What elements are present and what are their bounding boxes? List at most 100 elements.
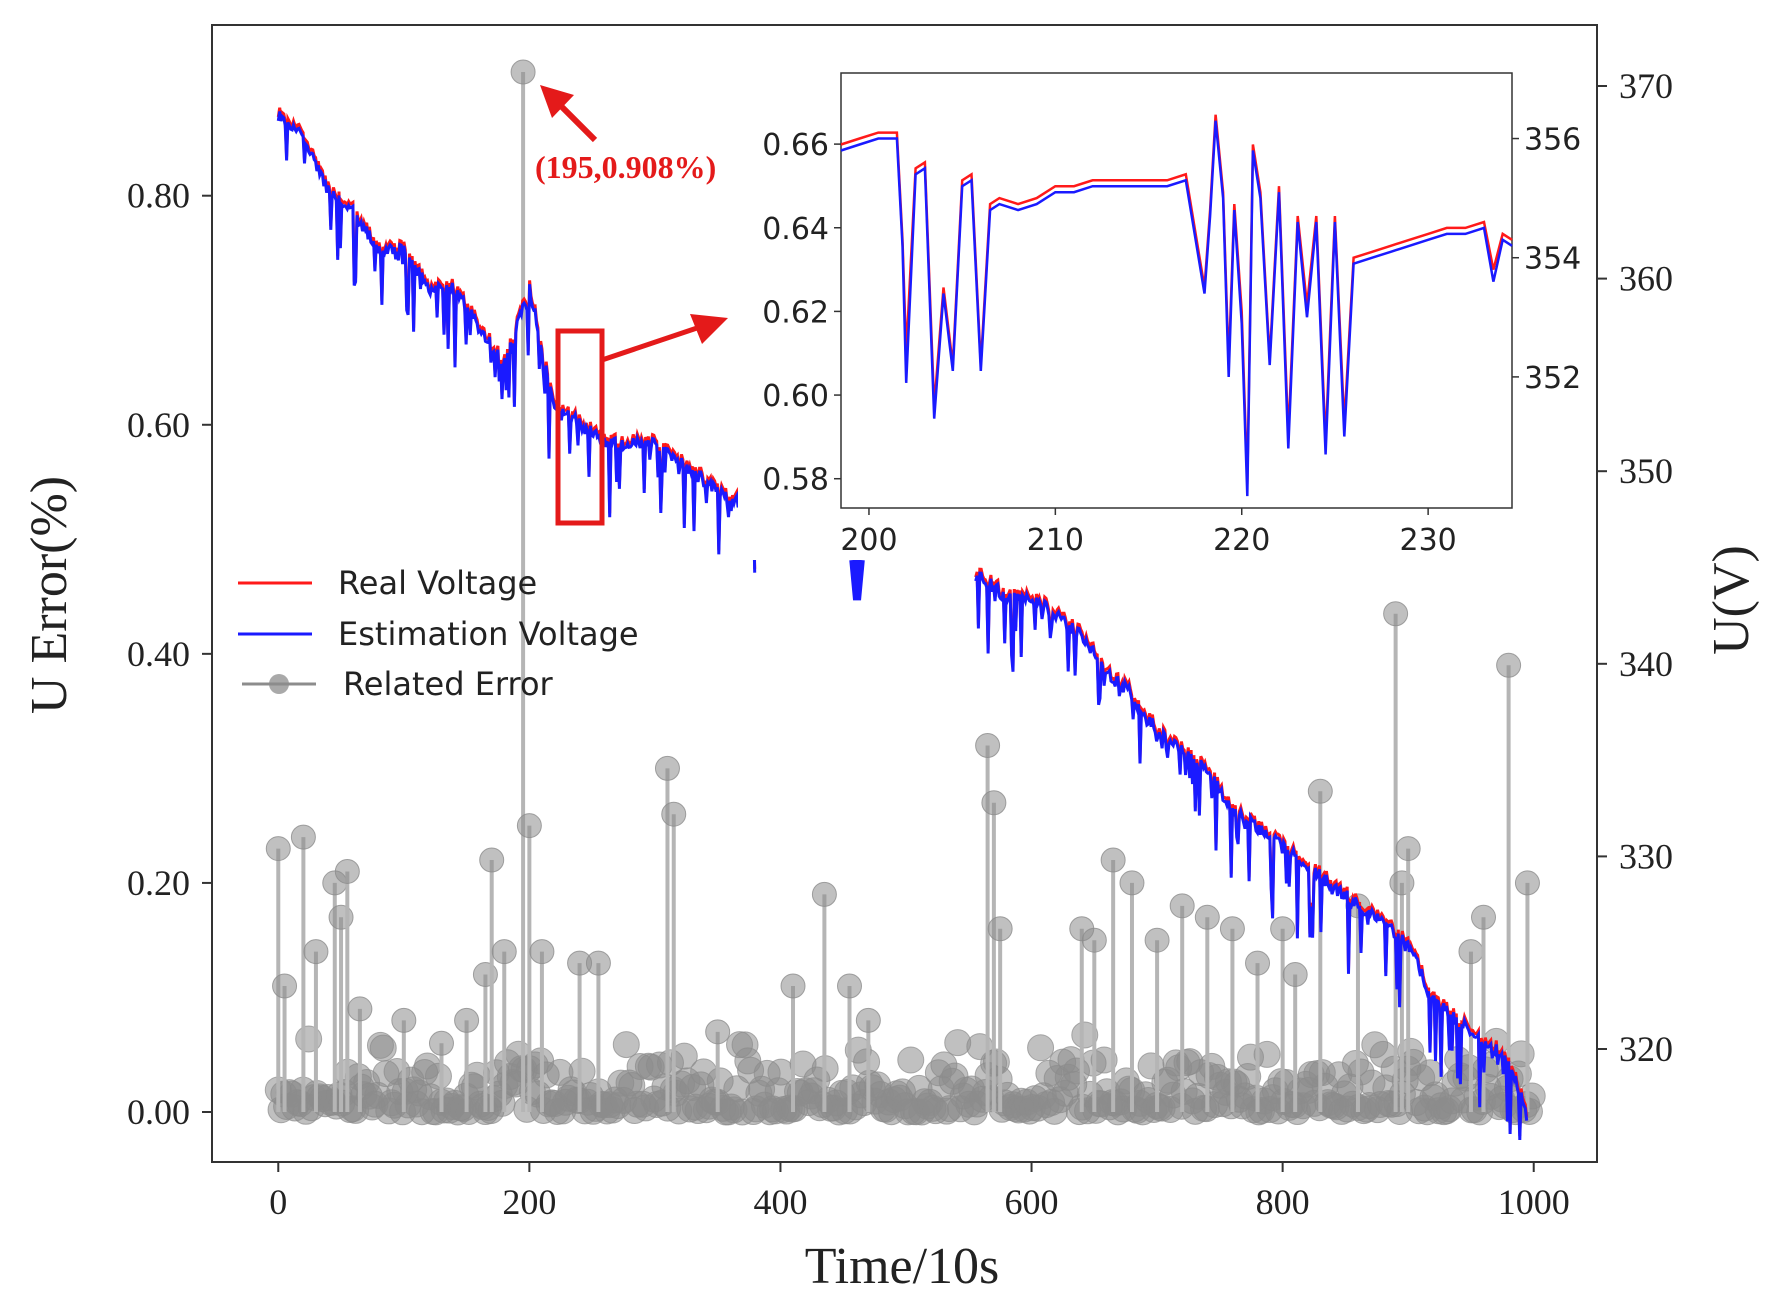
inset-left-tick-label: 0.62: [762, 295, 829, 330]
main-right-tick-label: 360: [1619, 259, 1673, 299]
inset-plot-frame: [840, 72, 1513, 509]
error-peak-point: [654, 755, 680, 781]
error-peak-point: [1144, 927, 1170, 953]
peak-annotation-label: (195,0.908%): [535, 149, 716, 185]
main-right-tick-label: 350: [1619, 451, 1673, 491]
error-peak-point: [1389, 870, 1415, 896]
error-peak-point: [290, 824, 316, 850]
error-peak-point: [454, 1007, 480, 1033]
error-peak-point: [1194, 904, 1220, 930]
inset-right-tick-label: 352: [1524, 361, 1581, 396]
main-x-ticks: 0 200 400 600 800 1000: [269, 1162, 1570, 1222]
main-left-tick-label: 0.20: [127, 863, 190, 903]
error-peak-point: [272, 973, 298, 999]
inset-x-tick-label: 200: [840, 523, 897, 558]
error-peak-point: [1307, 778, 1333, 804]
error-peak-point: [1282, 962, 1308, 988]
error-peak-point: [491, 939, 517, 965]
error-peak-point: [1471, 904, 1497, 930]
error-peak-point: [1395, 836, 1421, 862]
main-left-y-axis-title: U Error(%): [21, 476, 78, 714]
main-right-tick-label: 320: [1619, 1029, 1673, 1069]
main-x-tick-label: 800: [1256, 1182, 1310, 1222]
error-peak-point: [1514, 870, 1540, 896]
inset-x-ticks: 200 210 220 230: [840, 508, 1457, 558]
error-peak-point: [1383, 601, 1409, 627]
error-peak-point: [347, 996, 373, 1022]
error-peak-point: [1245, 950, 1271, 976]
error-peak-point: [428, 1030, 454, 1056]
error-point: [1253, 1040, 1281, 1068]
error-peak-point: [855, 1007, 881, 1033]
error-point: [424, 1062, 452, 1090]
error-peak-point: [837, 973, 863, 999]
inset-left-tick-label: 0.58: [762, 463, 829, 498]
zoom-region-box: [555, 328, 605, 526]
main-right-y-axis-title: U(V): [1703, 545, 1760, 655]
error-point: [612, 1031, 640, 1059]
inset-left-tick-label: 0.64: [762, 212, 829, 247]
error-peak-point: [391, 1007, 417, 1033]
inset-voltage-layer: [840, 114, 1513, 497]
estimation-voltage-line: [276, 111, 1529, 1140]
zoom-arrow-head: [690, 314, 728, 344]
error-peak-point: [975, 732, 1001, 758]
inset-right-tick-label: 356: [1524, 123, 1581, 158]
estimation-voltage-fragment: [849, 559, 865, 601]
error-peak-point: [334, 858, 360, 884]
inset-right-tick-label: 354: [1524, 242, 1581, 277]
error-peak-point: [705, 1019, 731, 1045]
main-x-tick-label: 600: [1005, 1182, 1059, 1222]
peak-annotation-arrow-line: [557, 102, 598, 143]
legend-error-label: Related Error: [343, 665, 554, 703]
error-peak-point: [1270, 916, 1296, 942]
main-error-layer: [264, 59, 1546, 1126]
legend: Real Voltage Estimation Voltage Related …: [238, 564, 639, 703]
inset-left-tick-label: 0.60: [762, 379, 829, 414]
error-peak-point: [1081, 927, 1107, 953]
error-point: [369, 1034, 397, 1062]
error-point: [897, 1046, 925, 1074]
error-peak-point: [303, 939, 329, 965]
error-peak-point: [1496, 652, 1522, 678]
inset-x-tick-label: 210: [1027, 523, 1084, 558]
main-left-tick-label: 0.80: [127, 176, 190, 216]
error-peak-point: [472, 962, 498, 988]
error-point: [1090, 1046, 1118, 1074]
error-point: [944, 1029, 972, 1057]
main-x-tick-label: 200: [502, 1182, 556, 1222]
error-peak-point: [479, 847, 505, 873]
zoom-arrow-line: [601, 324, 701, 363]
error-peak-point: [1458, 939, 1484, 965]
error-peak-point: [981, 790, 1007, 816]
legend-estimation-label: Estimation Voltage: [338, 615, 639, 653]
error-point: [1507, 1040, 1535, 1068]
peak-annotation-arrow-head: [540, 85, 574, 118]
legend-error-swatch-marker: [269, 674, 289, 694]
main-left-tick-label: 0.40: [127, 634, 190, 674]
error-peak-point: [661, 801, 687, 827]
error-peak-point: [1119, 870, 1145, 896]
legend-real-label: Real Voltage: [338, 564, 537, 602]
inset-left-y-ticks: 0.58 0.60 0.62 0.64 0.66: [762, 128, 841, 498]
inset-right-y-ticks: 352 354 356: [1512, 123, 1581, 396]
inset-x-tick-label: 220: [1213, 523, 1270, 558]
main-x-tick-label: 400: [753, 1182, 807, 1222]
error-peak-point: [987, 916, 1013, 942]
main-voltage-layer: [276, 107, 1529, 1140]
main-right-tick-label: 330: [1619, 836, 1673, 876]
error-point: [1027, 1034, 1055, 1062]
error-peak-point: [1219, 916, 1245, 942]
error-peak-point: [529, 939, 555, 965]
error-point: [568, 1057, 596, 1085]
main-x-axis-title: Time/10s: [805, 1238, 1000, 1295]
main-right-tick-label: 370: [1619, 66, 1673, 106]
error-peak-point: [265, 836, 291, 862]
inset-left-tick-label: 0.66: [762, 128, 829, 163]
error-peak-point: [510, 59, 536, 85]
inset-x-tick-label: 230: [1399, 523, 1456, 558]
error-peak-point: [811, 881, 837, 907]
main-right-y-ticks: 320 330 340 350 360 370: [1597, 66, 1673, 1069]
error-peak-point: [1169, 893, 1195, 919]
